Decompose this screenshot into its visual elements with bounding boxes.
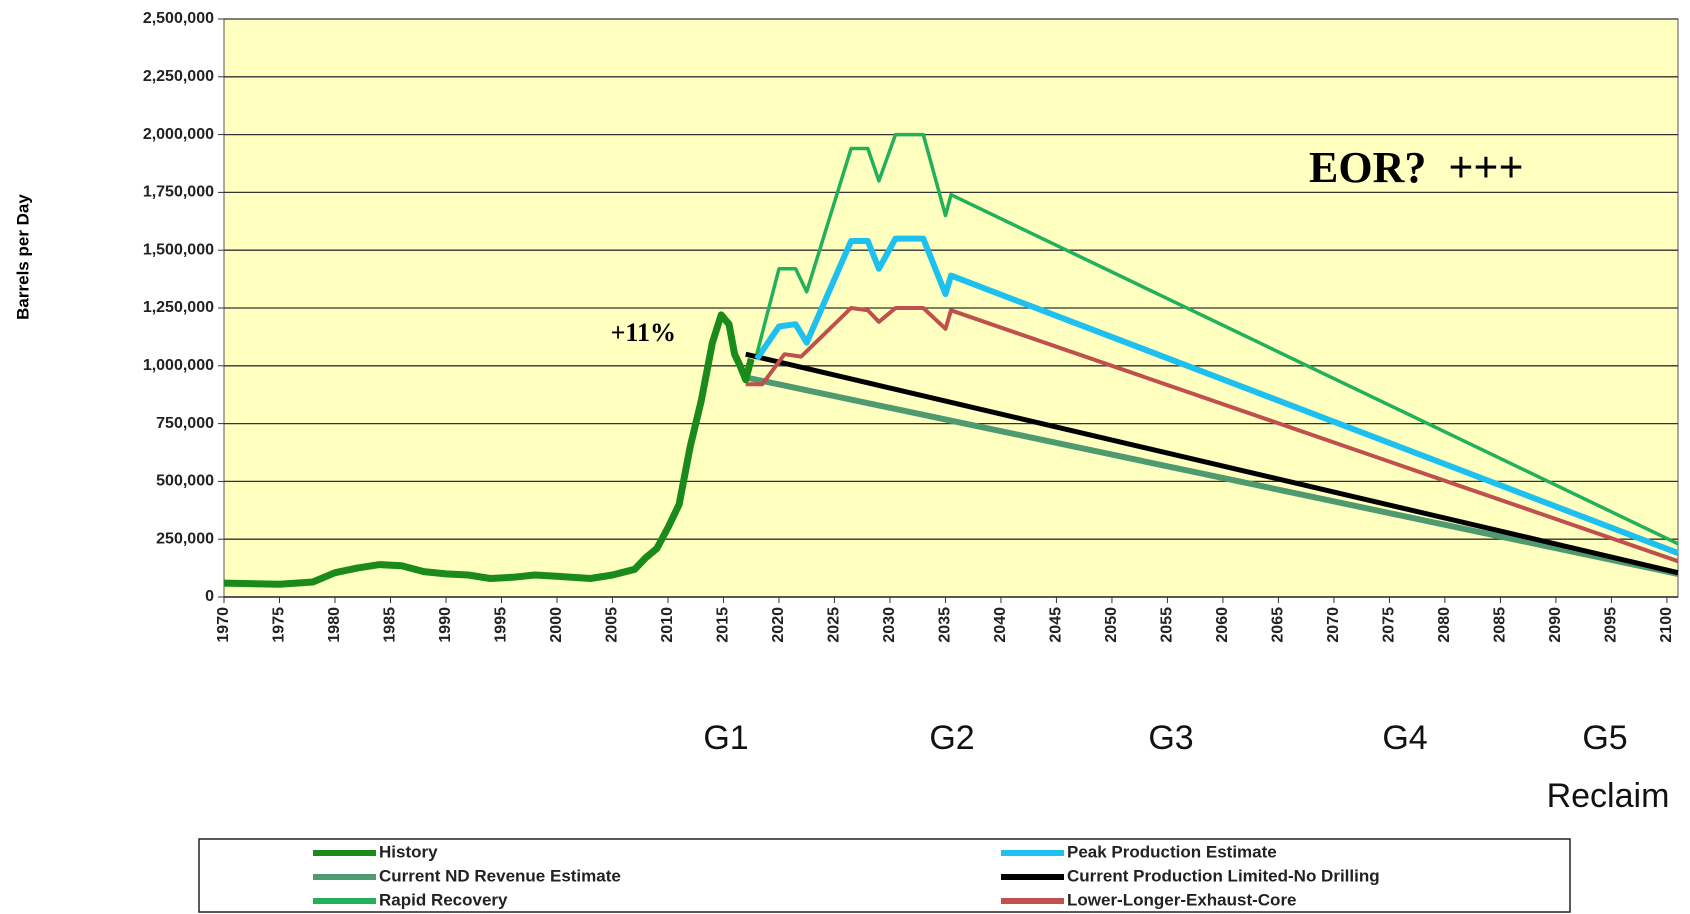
- legend-label: Peak Production Estimate: [1067, 842, 1277, 861]
- x-tick-label: 2055: [1159, 607, 1176, 643]
- x-tick-label: 1990: [437, 607, 454, 643]
- series-line: [745, 351, 1679, 576]
- y-tick-label: 1,250,000: [143, 299, 214, 316]
- legend-label: Current Production Limited-No Drilling: [1067, 866, 1380, 885]
- y-tick-label: 2,250,000: [143, 68, 214, 85]
- y-tick-label: 750,000: [156, 415, 214, 432]
- x-tick-label: 2030: [881, 607, 898, 643]
- annotation: Reclaim: [1547, 777, 1670, 815]
- series-line: [755, 132, 1679, 546]
- x-tick-label: 2050: [1103, 607, 1120, 643]
- x-tick-label: 2080: [1436, 607, 1453, 643]
- legend-label: Rapid Recovery: [379, 890, 508, 909]
- x-tick-label: 2010: [659, 607, 676, 643]
- x-tick-label: 2090: [1547, 607, 1564, 643]
- annotation: G5: [1582, 719, 1627, 757]
- x-tick-label: 2025: [826, 607, 843, 643]
- x-tick-label: 1995: [493, 607, 510, 643]
- y-tick-label: 1,000,000: [143, 357, 214, 374]
- x-tick-label: 2065: [1270, 607, 1287, 643]
- annotation: +11%: [611, 318, 676, 347]
- x-tick-label: 2045: [1048, 607, 1065, 643]
- y-tick-label: 0: [205, 588, 214, 605]
- x-tick-label: 2035: [937, 607, 954, 643]
- x-tick-label: 2000: [548, 607, 565, 643]
- annotation: G2: [929, 719, 974, 757]
- x-tick-label: 2005: [604, 607, 621, 643]
- legend-label: History: [379, 842, 438, 861]
- x-tick-label: 2015: [715, 607, 732, 643]
- series-line: [745, 306, 1679, 564]
- y-tick-label: 1,750,000: [143, 184, 214, 201]
- y-tick-label: 500,000: [156, 473, 214, 490]
- annotation: G3: [1148, 719, 1193, 757]
- series-line: [745, 374, 1679, 577]
- y-tick-label: 1,500,000: [143, 241, 214, 258]
- x-tick-label: 1980: [326, 607, 343, 643]
- x-tick-label: 1970: [215, 607, 232, 643]
- annotation: G4: [1382, 719, 1427, 757]
- x-tick-label: 1975: [271, 607, 288, 643]
- y-axis-label: Barrels per Day: [13, 194, 32, 320]
- x-tick-label: 2070: [1325, 607, 1342, 643]
- x-tick-label: 2085: [1492, 607, 1509, 643]
- x-tick-label: 2075: [1381, 607, 1398, 643]
- x-tick-label: 2040: [992, 607, 1009, 643]
- y-tick-label: 2,000,000: [143, 126, 214, 143]
- series-line: [754, 235, 1680, 556]
- x-tick-label: 2095: [1603, 607, 1620, 643]
- x-tick-label: 2020: [770, 607, 787, 643]
- series-line: [223, 311, 755, 588]
- x-tick-label: 2100: [1658, 607, 1675, 643]
- x-tick-label: 1985: [382, 607, 399, 643]
- legend-label: Lower-Longer-Exhaust-Core: [1067, 890, 1297, 909]
- legend-box: [198, 838, 1571, 913]
- annotation: G1: [703, 719, 748, 757]
- annotation: EOR? +++: [1309, 143, 1524, 192]
- x-tick-label: 2060: [1214, 607, 1231, 643]
- legend-label: Current ND Revenue Estimate: [379, 866, 621, 885]
- y-tick-label: 2,500,000: [143, 10, 214, 27]
- y-tick-label: 250,000: [156, 530, 214, 547]
